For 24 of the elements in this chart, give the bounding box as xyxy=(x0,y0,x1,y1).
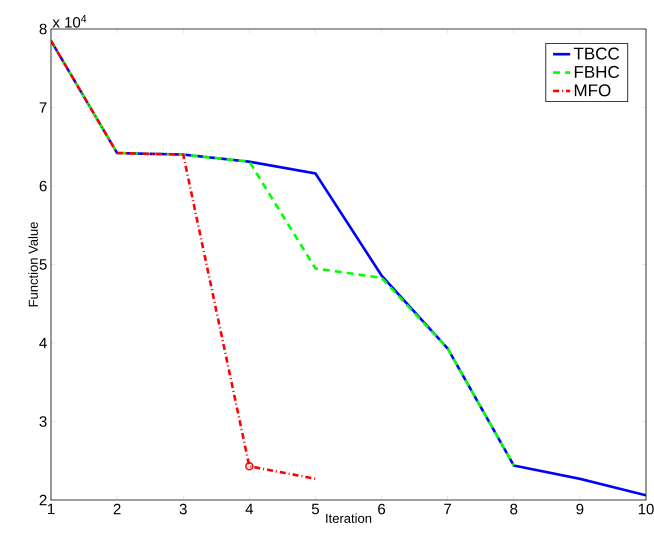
x-tick-label: 4 xyxy=(246,504,254,514)
x-tick-label: 3 xyxy=(180,504,187,514)
x-tick-label: 9 xyxy=(576,504,584,514)
legend-label: TBCC xyxy=(574,48,620,60)
y-tick-label: 2 xyxy=(40,494,47,506)
legend-label: MFO xyxy=(574,84,610,96)
x-axis-title: Iteration xyxy=(326,513,372,523)
x-tick-label: 10 xyxy=(638,504,654,514)
x-tick-label: 5 xyxy=(312,504,319,514)
y-tick-label: 4 xyxy=(39,338,47,348)
y-tick-label: 8 xyxy=(40,24,47,34)
x-tick-label: 1 xyxy=(48,504,54,514)
y-tick-label: 6 xyxy=(40,180,47,192)
text: x 10$^{4}$ xyxy=(52,15,86,28)
y-tick-label: 7 xyxy=(40,102,47,113)
x-tick-label: 2 xyxy=(114,504,121,514)
y-tick-label: 5 xyxy=(40,259,47,270)
y-tick-label: 3 xyxy=(39,416,47,427)
x-tick-label: 7 xyxy=(444,504,452,514)
legend-label: FBHC xyxy=(574,66,620,78)
x-tick-label: 8 xyxy=(510,504,518,514)
line-series xyxy=(51,39,317,480)
y-axis-title: Function Value xyxy=(28,222,38,306)
x-tick-label: 6 xyxy=(378,504,386,514)
